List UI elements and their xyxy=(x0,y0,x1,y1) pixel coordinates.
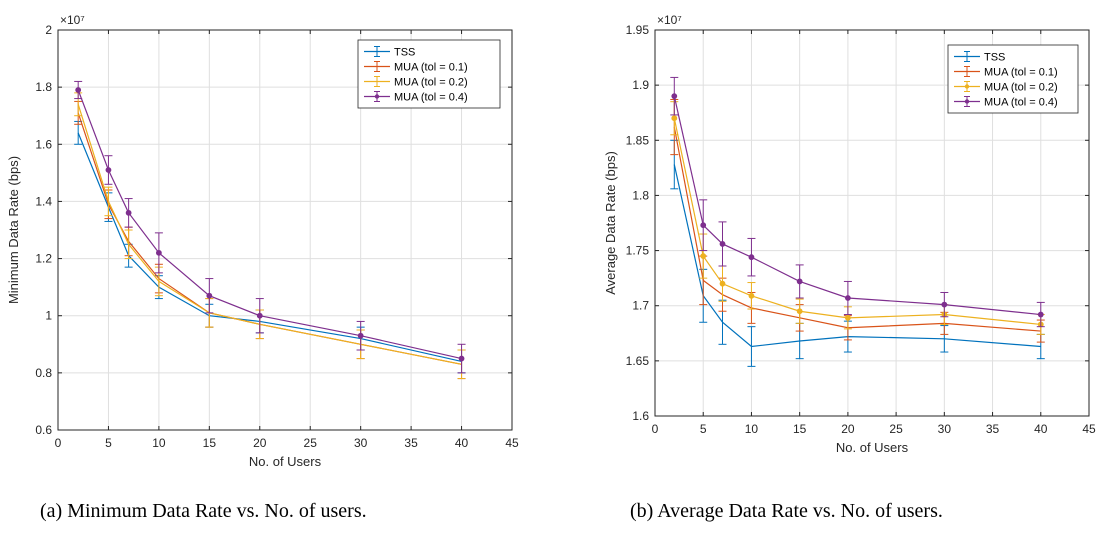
x-tick-label: 20 xyxy=(253,436,267,450)
y-tick-label: 1 xyxy=(45,309,52,323)
legend-label: TSS xyxy=(394,47,415,59)
legend-label: MUA (tol = 0.4) xyxy=(984,97,1058,109)
series-line xyxy=(673,164,1041,348)
legend-marker xyxy=(964,84,970,89)
y-multiplier: ×10⁷ xyxy=(60,13,85,27)
data-point xyxy=(458,355,465,362)
legend-label: TSS xyxy=(984,52,1005,64)
x-tick-label: 35 xyxy=(404,436,418,450)
y-tick-label: 1.75 xyxy=(626,244,650,258)
x-axis-label: No. of Users xyxy=(249,454,322,469)
legend-marker xyxy=(964,99,970,104)
series-line xyxy=(77,89,462,360)
x-tick-label: 40 xyxy=(455,436,469,450)
x-axis-label: No. of Users xyxy=(836,440,909,455)
data-point xyxy=(700,253,707,259)
legend-label: MUA (tol = 0.1) xyxy=(984,67,1058,79)
y-tick-label: 1.85 xyxy=(626,133,650,147)
y-tick-label: 0.6 xyxy=(35,423,52,437)
data-point xyxy=(155,249,162,256)
x-tick-label: 25 xyxy=(304,436,318,450)
caption-a: (a) Minimum Data Rate vs. No. of users. xyxy=(40,500,367,522)
y-axis-label: Average Data Rate (bps) xyxy=(603,151,618,295)
x-tick-label: 40 xyxy=(1034,422,1048,436)
legend: TSS MUA (tol = 0.1) MUA (tol = 0.2) MUA (to… xyxy=(357,39,501,109)
x-tick-label: 10 xyxy=(152,436,166,450)
series-line xyxy=(673,96,1041,316)
data-point xyxy=(941,301,948,308)
data-point xyxy=(748,254,755,261)
legend: TSS MUA (tol = 0.1) MUA (tol = 0.2) MUA (to… xyxy=(947,44,1079,114)
x-tick-label: 25 xyxy=(889,422,903,436)
y-tick-label: 1.6 xyxy=(632,409,649,423)
y-tick-label: 1.7 xyxy=(632,299,649,313)
axes-box xyxy=(57,29,513,431)
data-point xyxy=(75,87,82,93)
data-point xyxy=(796,278,803,285)
y-tick-label: 0.8 xyxy=(35,366,52,380)
data-point xyxy=(256,312,263,319)
x-tick-label: 30 xyxy=(354,436,368,450)
series-line xyxy=(673,126,1041,332)
y-tick-label: 1.8 xyxy=(632,188,649,202)
data-point xyxy=(719,280,726,287)
data-point xyxy=(671,93,678,100)
series-3 xyxy=(670,76,1045,328)
x-tick-label: 10 xyxy=(745,422,759,436)
y-tick-label: 1.2 xyxy=(35,252,52,266)
x-tick-label: 5 xyxy=(105,436,112,450)
legend-label: MUA (tol = 0.2) xyxy=(984,82,1058,94)
data-point xyxy=(105,167,112,173)
x-tick-label: 15 xyxy=(203,436,217,450)
chart-panel-a: 0 5 10 15 20 25 30 35 40 45 0.6 0.8 1 1.2 1.4 1.6 1.8 2 ×1… xyxy=(6,13,519,469)
y-axis-label: Minimum Data Rate (bps) xyxy=(6,156,21,304)
legend-marker xyxy=(374,94,380,99)
y-tick-label: 1.8 xyxy=(35,80,52,94)
axes-box xyxy=(654,29,1090,417)
data-point xyxy=(719,241,726,247)
y-tick-label: 1.9 xyxy=(632,78,649,92)
x-tick-label: 15 xyxy=(793,422,807,436)
x-tick-label: 45 xyxy=(505,436,519,450)
x-tick-label: 35 xyxy=(986,422,1000,436)
series-line xyxy=(673,118,1041,326)
data-point xyxy=(125,209,132,216)
data-point xyxy=(357,332,364,339)
y-tick-label: 1.4 xyxy=(35,194,52,208)
y-tick-label: 1.95 xyxy=(626,23,650,37)
caption-b: (b) Average Data Rate vs. No. of users. xyxy=(630,500,943,522)
data-point xyxy=(796,308,803,315)
data-point xyxy=(844,295,851,301)
data-point xyxy=(206,292,213,299)
legend-label: MUA (tol = 0.4) xyxy=(394,92,468,104)
legend-label: MUA (tol = 0.1) xyxy=(394,62,468,74)
chart-panel-b: 0 5 10 15 20 25 30 35 40 45 1.6 1.65 1.7 1.75 1.8 1.85 1… xyxy=(603,13,1096,455)
x-tick-label: 30 xyxy=(938,422,952,436)
data-point xyxy=(1037,311,1044,318)
data-point xyxy=(700,222,707,229)
data-point xyxy=(671,115,678,122)
x-tick-label: 0 xyxy=(55,436,62,450)
x-tick-label: 45 xyxy=(1082,422,1096,436)
x-tick-label: 0 xyxy=(652,422,659,436)
y-multiplier: ×10⁷ xyxy=(657,13,682,27)
series-3 xyxy=(74,80,466,374)
data-point xyxy=(844,314,851,321)
y-tick-label: 1.65 xyxy=(626,354,650,368)
x-tick-label: 20 xyxy=(841,422,855,436)
y-tick-label: 2 xyxy=(45,23,52,37)
series-line xyxy=(77,104,462,365)
data-point xyxy=(748,292,755,299)
legend-label: MUA (tol = 0.2) xyxy=(394,77,468,89)
x-tick-label: 5 xyxy=(700,422,707,436)
y-tick-label: 1.6 xyxy=(35,137,52,151)
